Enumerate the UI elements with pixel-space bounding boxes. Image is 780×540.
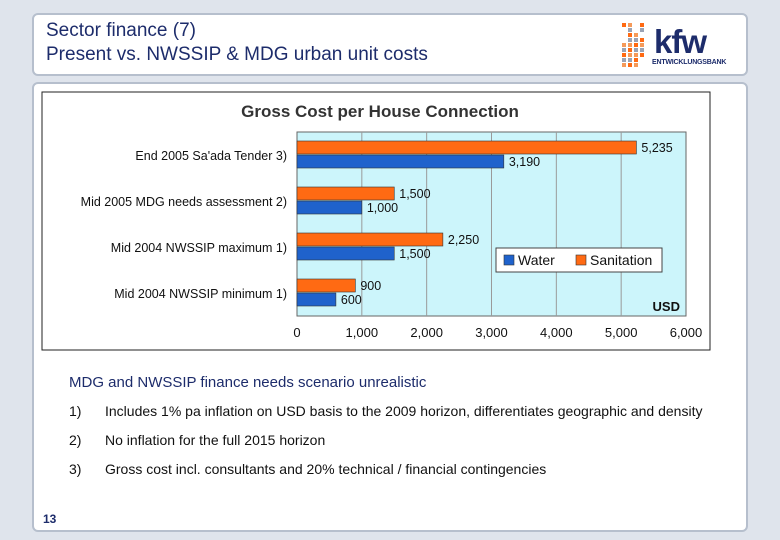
slide-title: Sector finance (7) Present vs. NWSSIP & … [46, 19, 428, 67]
logo-dot [640, 48, 644, 52]
logo-dot [640, 38, 644, 42]
footnote-item: 3) Gross cost incl. consultants and 20% t… [69, 460, 719, 479]
category-label: Mid 2005 MDG needs assessment 2) [81, 195, 287, 209]
data-label-water: 1,000 [367, 201, 398, 215]
logo-dot [634, 33, 638, 37]
bar-sanitation [296, 186, 395, 201]
logo-dot [622, 58, 626, 62]
data-label-water: 1,500 [399, 247, 430, 261]
x-tick-label: 2,000 [410, 325, 443, 340]
bar-chart: Gross Cost per House Connection 0 1,000 2,0… [41, 91, 711, 351]
slide-title-line-1: Sector finance (7) [46, 20, 196, 41]
logo-dot [622, 63, 626, 67]
legend-label-sanitation: Sanitation [590, 252, 652, 268]
footnote-item: 1) Includes 1% pa inflation on USD basis … [69, 402, 719, 421]
unit-label: USD [653, 299, 680, 314]
footnote-text: No inflation for the full 2015 horizon [105, 432, 326, 448]
logo-dot [640, 43, 644, 47]
slide-headline: MDG and NWSSIP finance needs scenario un… [69, 374, 427, 391]
category-label: Mid 2004 NWSSIP maximum 1) [111, 241, 287, 255]
logo-dot [628, 43, 632, 47]
logo-dot [622, 48, 626, 52]
logo-dot [622, 23, 626, 27]
data-label-water: 600 [341, 293, 362, 307]
logo-dot [634, 53, 638, 57]
x-tick-label: 5,000 [605, 325, 638, 340]
bar-water [296, 154, 505, 169]
logo-dot [628, 48, 632, 52]
legend-swatch-water [503, 254, 515, 266]
bar-sanitation [296, 232, 444, 247]
logo-dot [634, 63, 638, 67]
logo-dot [628, 38, 632, 42]
page-number: 13 [43, 512, 57, 526]
logo-dot [628, 28, 632, 32]
logo-dot [622, 53, 626, 57]
footnotes-list: 1) Includes 1% pa inflation on USD basis … [69, 402, 719, 489]
x-tick-label: 1,000 [346, 325, 379, 340]
footnote-text: Includes 1% pa inflation on USD basis to… [105, 403, 703, 419]
data-label-sanitation: 5,235 [641, 141, 672, 155]
bar-water [296, 200, 363, 215]
footnote-number: 1) [69, 403, 82, 419]
bar-sanitation [296, 140, 637, 155]
x-tick-label: 3,000 [475, 325, 508, 340]
legend-swatch-sanitation [575, 254, 587, 266]
slide-title-line-2: Present vs. NWSSIP & MDG urban unit cost… [46, 44, 428, 65]
logo-dot [634, 43, 638, 47]
footnote-text: Gross cost incl. consultants and 20% tec… [105, 461, 547, 477]
bar-sanitation [296, 278, 356, 293]
slide-body: Gross Cost per House Connection 0 1,000 2,0… [32, 82, 748, 532]
x-tick-label: 0 [293, 325, 300, 340]
kfw-logo: kfw ENTWICKLUNGSBANK [620, 19, 750, 73]
chart-title: Gross Cost per House Connection [241, 102, 519, 121]
x-tick-label: 6,000 [670, 325, 703, 340]
logo-dot [622, 43, 626, 47]
logo-dot [628, 53, 632, 57]
slide-header: Sector finance (7) Present vs. NWSSIP & … [32, 13, 748, 76]
logo-dot [634, 38, 638, 42]
logo-subtext: ENTWICKLUNGSBANK [652, 59, 727, 66]
data-label-sanitation: 2,250 [448, 233, 479, 247]
logo-dot [640, 23, 644, 27]
category-label: Mid 2004 NWSSIP minimum 1) [114, 287, 287, 301]
bar-water [296, 246, 395, 261]
logo-dot [640, 53, 644, 57]
x-tick-label: 4,000 [540, 325, 573, 340]
logo-dot [640, 28, 644, 32]
data-label-sanitation: 1,500 [399, 187, 430, 201]
logo-dot-pattern-icon [622, 21, 654, 69]
logo-dot [628, 33, 632, 37]
logo-wordmark: kfw [654, 23, 707, 60]
category-label: End 2005 Sa'ada Tender 3) [135, 149, 287, 163]
bar-water [296, 292, 337, 307]
logo-dot [628, 58, 632, 62]
logo-dot [628, 63, 632, 67]
logo-dot [634, 48, 638, 52]
legend-label-water: Water [518, 252, 555, 268]
footnote-number: 3) [69, 461, 82, 477]
data-label-water: 3,190 [509, 155, 540, 169]
footnote-item: 2) No inflation for the full 2015 horizon [69, 431, 719, 450]
logo-dot [634, 58, 638, 62]
data-label-sanitation: 900 [360, 279, 381, 293]
footnote-number: 2) [69, 432, 82, 448]
logo-dot [628, 23, 632, 27]
